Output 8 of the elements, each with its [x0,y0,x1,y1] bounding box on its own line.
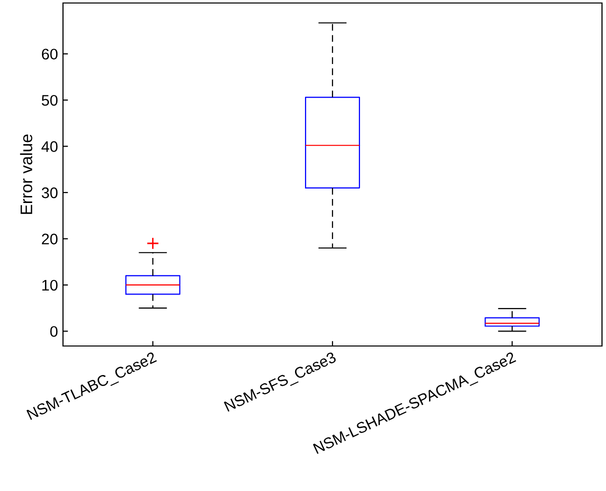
y-tick-label: 30 [42,187,58,198]
y-tick-label: 40 [42,141,58,152]
y-axis-title: Error value [20,134,32,214]
y-tick-label: 10 [42,280,58,291]
y-tick-label: 20 [42,234,58,244]
y-tick-label: 60 [42,48,58,60]
y-tick-label: 50 [42,94,58,106]
y-tick-label: 0 [50,326,58,337]
